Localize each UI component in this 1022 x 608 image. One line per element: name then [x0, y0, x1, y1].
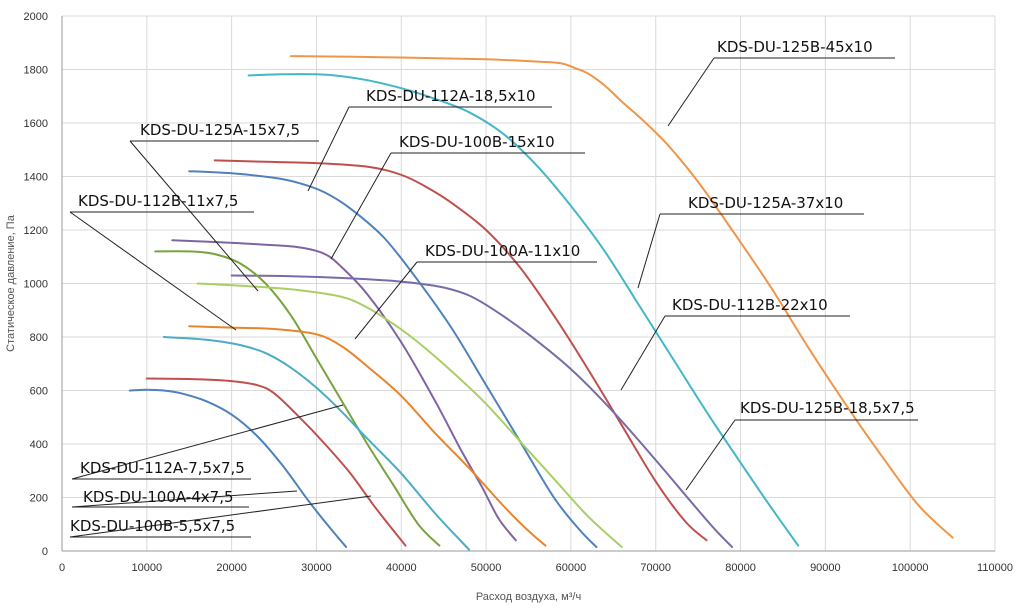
y-tick-label: 400: [30, 439, 48, 451]
y-tick-label: 1800: [24, 65, 48, 77]
x-tick-label: 0: [59, 562, 65, 574]
y-tick-label: 1200: [24, 225, 48, 237]
x-tick-label: 20000: [216, 562, 247, 574]
callout-label: KDS-DU-100B-15x10: [399, 133, 555, 151]
x-tick-label: 110000: [977, 562, 1013, 574]
callout-label: KDS-DU-100A-11x10: [425, 242, 580, 260]
callout-label: KDS-DU-112A-7,5x7,5: [80, 459, 245, 477]
callout-leader: [307, 106, 350, 192]
x-axis-label: Расход воздуха, м³/ч: [476, 591, 581, 603]
x-tick-label: 40000: [386, 562, 417, 574]
callout-leader: [354, 261, 418, 340]
callouts: KDS-DU-125B-45x10 KDS-DU-112A-18,5x10 KDS-…: [69, 38, 918, 538]
callout-leader: [667, 57, 715, 127]
x-tick-label: 60000: [556, 562, 587, 574]
y-tick-label: 1400: [24, 172, 48, 184]
y-tick-label: 2000: [24, 11, 48, 23]
callout-label: KDS-DU-125B-18,5x7,5: [740, 399, 915, 417]
callout-leader: [330, 152, 392, 260]
x-tick-label: 50000: [471, 562, 502, 574]
callout-label: KDS-DU-100A-4x7,5: [83, 488, 234, 506]
series-line-3: [188, 170, 598, 548]
axes: 0 10000 20000 30000 40000 50000 60000 70000 8000…: [24, 11, 1013, 574]
x-tick-label: 10000: [132, 562, 163, 574]
series-line-5: [230, 274, 734, 548]
callout-leader: [71, 404, 344, 480]
callout-leader: [71, 490, 298, 508]
callout-leader: [620, 315, 666, 391]
y-tick-label: 0: [42, 546, 48, 558]
series-line-11: [128, 388, 348, 548]
callout-label: KDS-DU-125A-37x10: [688, 194, 843, 212]
y-tick-label: 200: [30, 493, 48, 505]
series-line-4: [171, 239, 517, 542]
x-tick-label: 30000: [301, 562, 332, 574]
callout-label: KDS-DU-125A-15x7,5: [140, 121, 300, 139]
x-tick-label: 100000: [892, 562, 929, 574]
callout-leader: [685, 419, 736, 491]
callout-label: KDS-DU-125B-45x10: [717, 38, 873, 56]
x-tick-label: 90000: [810, 562, 841, 574]
y-tick-label: 1000: [24, 279, 48, 291]
series-line-10: [145, 377, 407, 547]
series-line-0: [290, 55, 954, 539]
y-tick-label: 600: [30, 386, 48, 398]
callout-label: KDS-DU-112B-22x10: [672, 296, 828, 314]
y-axis-label: Статическое давление, Па: [5, 214, 17, 352]
y-tick-label: 1600: [24, 118, 48, 130]
callout-label: KDS-DU-100B-5,5x7,5: [70, 517, 235, 535]
series-line-7: [196, 282, 623, 548]
x-tick-label: 80000: [725, 562, 756, 574]
callout-leader: [69, 495, 372, 538]
callout-leader: [129, 140, 259, 292]
y-tick-label: 800: [30, 332, 48, 344]
series-line-8: [188, 325, 547, 547]
callout-leader: [637, 213, 661, 289]
series-lines: [128, 55, 954, 551]
callout-label: KDS-DU-112A-18,5x10: [366, 87, 536, 105]
callout-label: KDS-DU-112B-11x7,5: [78, 192, 238, 210]
series-line-1: [247, 73, 800, 547]
callout-leader: [69, 211, 237, 331]
series-line-6: [154, 250, 441, 547]
x-tick-label: 70000: [640, 562, 671, 574]
series-line-9: [162, 336, 471, 551]
series-line-2: [213, 159, 708, 542]
